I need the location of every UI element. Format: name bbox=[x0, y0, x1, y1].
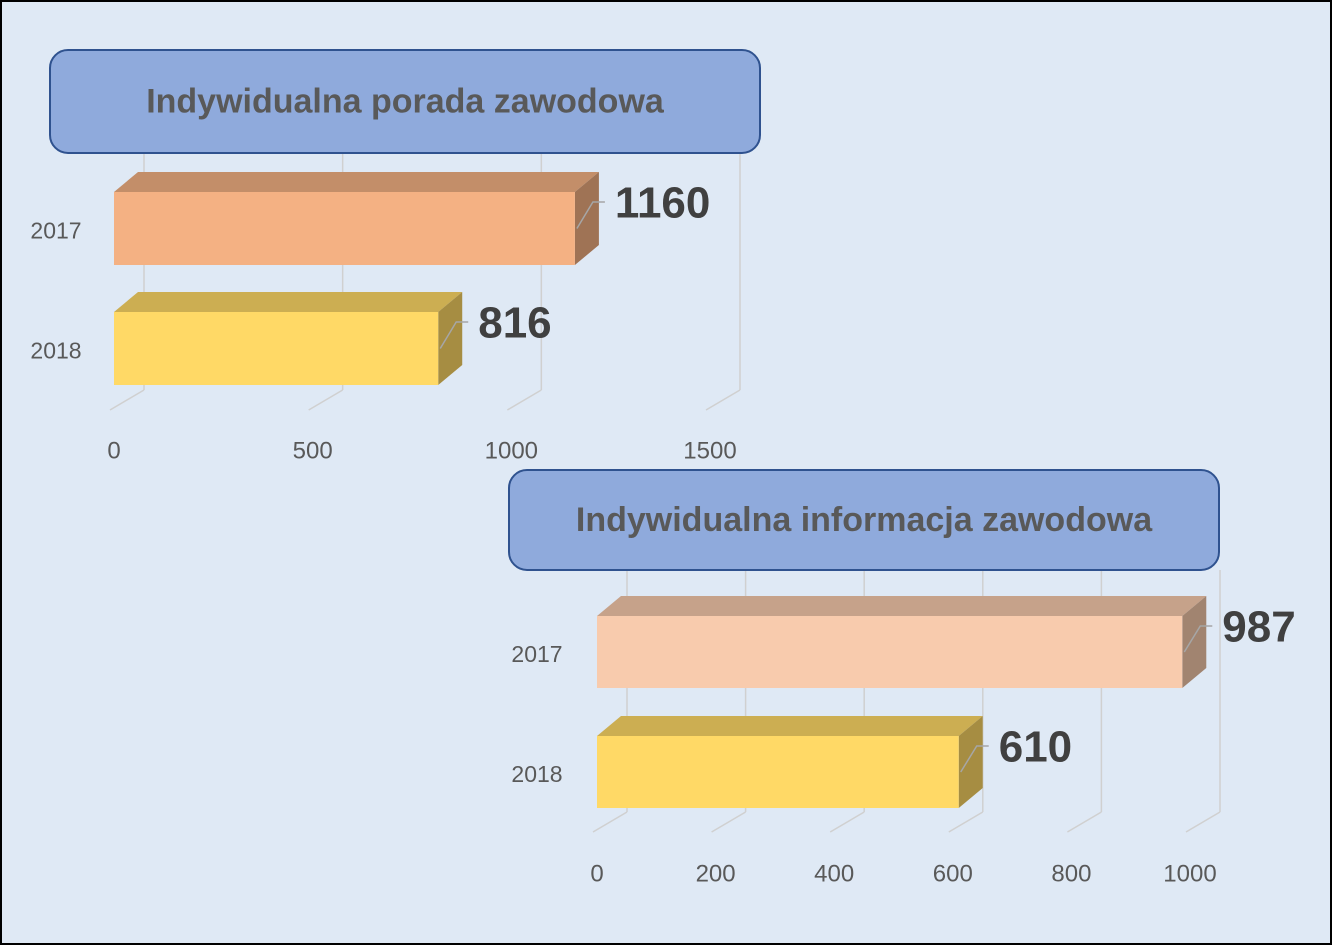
x-tick-label: 200 bbox=[696, 860, 736, 887]
bar-top bbox=[597, 716, 983, 736]
chart-title: Indywidualna informacja zawodowa bbox=[576, 501, 1153, 539]
bar bbox=[597, 736, 959, 808]
grid-floor-line bbox=[711, 811, 746, 833]
grid-floor-line bbox=[829, 811, 865, 833]
label-leader bbox=[1183, 625, 1213, 653]
x-tick-label: 0 bbox=[590, 860, 603, 887]
title-box bbox=[508, 469, 1220, 571]
label-leader bbox=[576, 201, 605, 229]
x-tick-label: 1500 bbox=[683, 437, 736, 464]
grid-floor-line bbox=[109, 389, 145, 411]
category-label: 2018 bbox=[511, 761, 562, 787]
label-leader bbox=[960, 745, 989, 773]
label-leader bbox=[439, 321, 469, 349]
bar bbox=[114, 192, 575, 265]
bar-top bbox=[114, 172, 599, 192]
bar-side bbox=[958, 716, 983, 808]
grid-floor-line bbox=[705, 389, 741, 411]
x-tick-label: 1000 bbox=[485, 437, 538, 464]
bar-side bbox=[438, 292, 463, 385]
grid-floor-line bbox=[1185, 811, 1221, 833]
x-tick-label: 1000 bbox=[1163, 860, 1216, 887]
x-tick-label: 600 bbox=[933, 860, 973, 887]
value-label: 610 bbox=[999, 723, 1072, 772]
grid-floor-line bbox=[1067, 811, 1102, 833]
bar bbox=[114, 312, 439, 385]
bar-side bbox=[574, 172, 599, 265]
grid-floor-line bbox=[948, 811, 984, 833]
bar-side bbox=[1182, 596, 1207, 688]
x-tick-label: 500 bbox=[293, 437, 333, 464]
category-label: 2017 bbox=[30, 218, 81, 244]
value-label: 1160 bbox=[615, 179, 710, 228]
category-label: 2018 bbox=[30, 338, 81, 364]
value-label: 987 bbox=[1222, 603, 1295, 652]
value-label: 816 bbox=[478, 299, 551, 348]
x-tick-label: 800 bbox=[1051, 860, 1091, 887]
x-tick-label: 400 bbox=[814, 860, 854, 887]
bar bbox=[597, 616, 1183, 688]
grid-floor-line bbox=[506, 389, 542, 411]
grid-floor-line bbox=[308, 389, 344, 411]
grid-floor-line bbox=[592, 811, 628, 833]
chart-title: Indywidualna porada zawodowa bbox=[146, 82, 665, 120]
bar-top bbox=[597, 596, 1207, 616]
x-tick-label: 0 bbox=[107, 437, 120, 464]
title-box bbox=[49, 49, 761, 154]
category-label: 2017 bbox=[511, 641, 562, 667]
bar-top bbox=[114, 292, 463, 312]
